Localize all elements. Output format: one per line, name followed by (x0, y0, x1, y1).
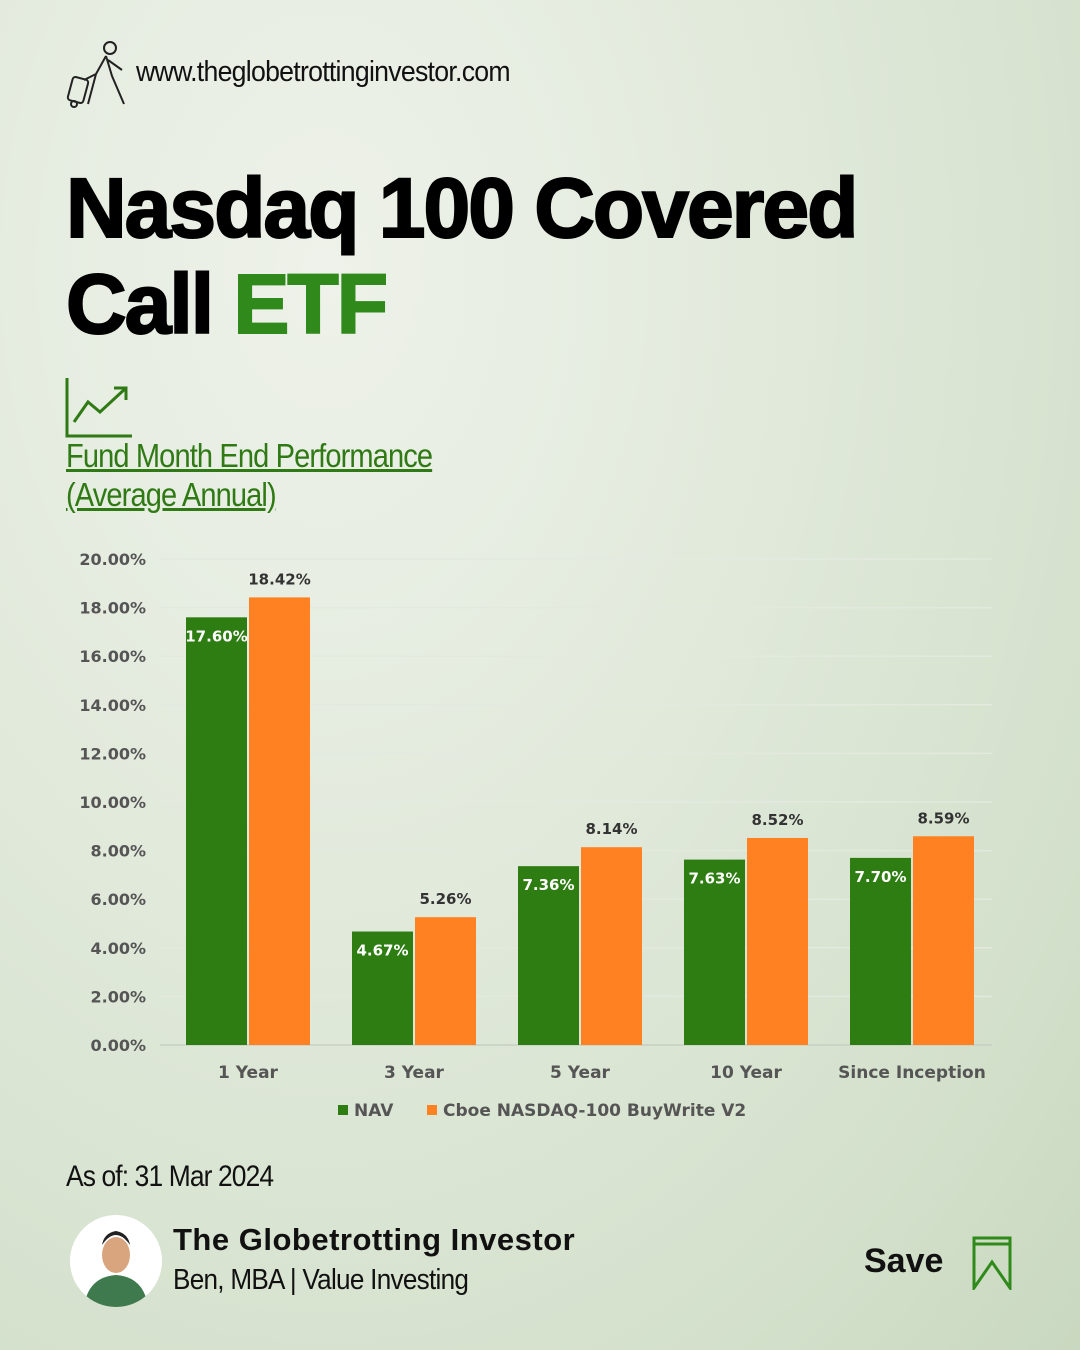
subtitle-line-1: Fund Month End Performance (66, 437, 433, 474)
legend-label: NAV (354, 1101, 394, 1121)
data-label: 8.14% (585, 820, 637, 838)
x-tick-label: 3 Year (384, 1063, 444, 1083)
y-tick-label: 20.00% (79, 550, 146, 569)
bar-nav (850, 857, 911, 1045)
title-call: Call (65, 256, 215, 352)
legend-swatch (427, 1105, 437, 1115)
bar-nav (352, 931, 413, 1045)
performance-bar-chart: 0.00% 2.00% 4.00% 6.00% 8.00% 10.00% 12.00% 14.… (79, 550, 992, 1121)
y-tick-label: 14.00% (79, 696, 146, 715)
subtitle-line-2: (Average Annual) (66, 476, 277, 513)
y-tick-label: 6.00% (90, 890, 146, 909)
author-role: Ben, MBA | Value Investing (173, 1264, 469, 1296)
x-tick-label: 1 Year (218, 1063, 278, 1083)
legend-label: Cboe NASDAQ-100 BuyWrite V2 (443, 1101, 746, 1121)
title-etf: ETF (232, 256, 389, 352)
data-label: 4.67% (356, 942, 408, 960)
bar-nav (518, 866, 579, 1045)
data-label: 17.60% (185, 627, 247, 645)
y-tick-label: 16.00% (79, 647, 146, 666)
page-title: Nasdaq 100 Covered Call ETF (65, 160, 859, 352)
data-label: 8.52% (751, 811, 803, 829)
y-tick-label: 2.00% (90, 987, 146, 1006)
data-label: 7.63% (688, 870, 740, 888)
y-tick-label: 18.00% (79, 599, 146, 618)
save-label[interactable]: Save (864, 1242, 944, 1280)
data-label: 7.70% (854, 868, 906, 886)
legend-swatch (338, 1105, 348, 1115)
y-tick-label: 0.00% (90, 1036, 146, 1055)
y-tick-label: 12.00% (79, 744, 146, 763)
x-tick-label: 10 Year (710, 1063, 782, 1083)
bar-benchmark (415, 917, 476, 1045)
y-tick-label: 8.00% (90, 842, 146, 861)
data-label: 7.36% (522, 876, 574, 894)
chart-subtitle[interactable]: Fund Month End Performance (Average Annu… (66, 436, 433, 514)
avatar (70, 1215, 162, 1307)
bar-benchmark (747, 837, 808, 1045)
website-url[interactable]: www.theglobetrottinginvestor.com (136, 56, 511, 88)
x-tick-label: Since Inception (838, 1063, 986, 1083)
bar-benchmark (581, 847, 642, 1045)
author-name: The Globetrotting Investor (173, 1222, 576, 1257)
data-label: 8.59% (917, 809, 969, 827)
bookmark-icon[interactable] (972, 1236, 1012, 1295)
traveler-logo-icon (66, 40, 130, 113)
x-tick-label: 5 Year (550, 1063, 610, 1083)
y-tick-label: 4.00% (90, 939, 146, 958)
title-line-1: Nasdaq 100 Covered (65, 160, 859, 256)
as-of-date: As of: 31 Mar 2024 (66, 1160, 274, 1193)
bar-benchmark (249, 597, 310, 1045)
data-label: 5.26% (419, 890, 471, 908)
data-label: 18.42% (248, 570, 310, 588)
bar-nav (684, 859, 745, 1045)
bar-nav (186, 617, 247, 1045)
trending-up-chart-icon (64, 378, 136, 445)
y-tick-label: 10.00% (79, 793, 146, 812)
bar-benchmark (913, 836, 974, 1045)
